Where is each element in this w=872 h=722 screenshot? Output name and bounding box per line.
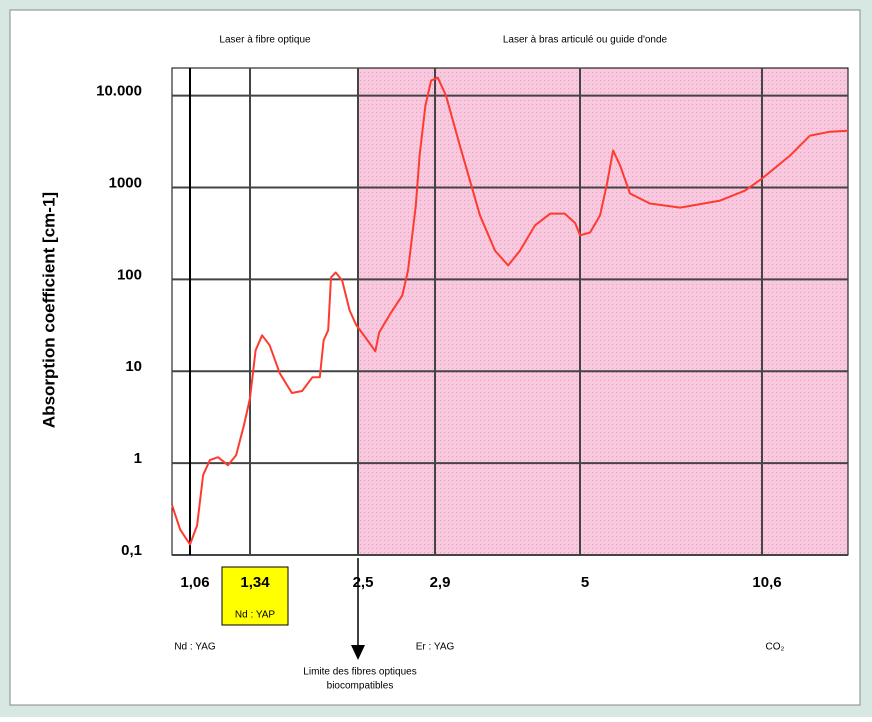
- laser-label: Nd : YAG: [174, 642, 216, 653]
- y-tick-label: 1000: [109, 174, 142, 191]
- limit-label: biocompatibles: [327, 681, 394, 692]
- tick-note: Nd : YAP: [235, 610, 276, 621]
- plot-area: [171, 67, 849, 556]
- curve: [171, 76, 849, 546]
- region-label: Laser à bras articulé ou guide d'onde: [503, 35, 668, 46]
- x-tick-label: 2,9: [430, 574, 451, 591]
- region-label: Laser à fibre optique: [219, 35, 311, 46]
- laser-label: Er : YAG: [416, 642, 455, 653]
- x-tick-label: 10,6: [752, 574, 781, 591]
- y-tick-label: 10: [125, 358, 142, 375]
- y-tick-label: 1: [134, 450, 142, 467]
- x-tick-label: 1,06: [180, 574, 209, 591]
- y-tick-label: 0,1: [121, 542, 142, 559]
- x-tick-label: 5: [581, 574, 589, 591]
- y-tick-label: 100: [117, 266, 142, 283]
- y-axis-label: Absorption coefficient [cm-1]: [39, 192, 58, 428]
- limit-arrowhead: [351, 645, 365, 660]
- tick-highlight: [221, 566, 289, 626]
- x-tick-label: 1,34: [240, 574, 270, 591]
- laser-label: CO₂: [766, 642, 785, 653]
- x-tick-label: 2,5: [353, 574, 374, 591]
- limit-label: Limite des fibres optiques: [303, 667, 416, 678]
- y-tick-label: 10.000: [96, 83, 142, 100]
- shaded-dots: [358, 68, 848, 555]
